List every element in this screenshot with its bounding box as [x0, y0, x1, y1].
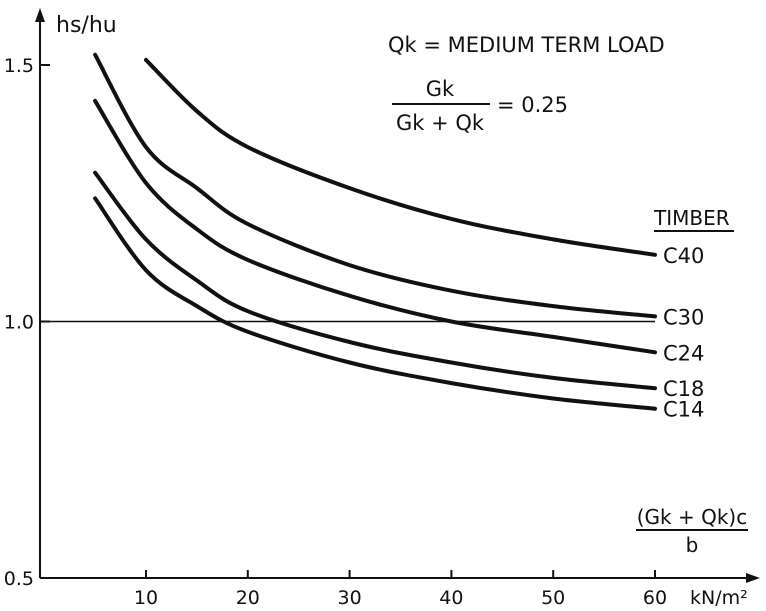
ratio-denominator: Gk + Qk — [396, 111, 485, 135]
x-tick-label: 60 — [643, 587, 667, 609]
x-ticks: 10 20 30 40 50 60 — [134, 570, 667, 609]
y-ticks: 0.5 1.0 1.5 — [4, 55, 50, 590]
series-curves — [93, 52, 657, 411]
x-axis-unit: kN/m² — [690, 587, 748, 609]
x-tick-label: 40 — [439, 587, 463, 609]
series-line-c30 — [93, 52, 657, 319]
y-axis-arrow — [35, 8, 45, 22]
load-annotation: Qk = MEDIUM TERM LOAD — [388, 33, 665, 57]
series-label-c14: C14 — [663, 398, 704, 422]
ratio-numerator: Gk — [426, 77, 455, 101]
series-line-c18 — [93, 170, 657, 391]
x-tick-label: 30 — [338, 587, 362, 609]
y-tick-label: 1.5 — [4, 55, 34, 77]
series-label-c30: C30 — [663, 305, 704, 329]
y-tick-label: 0.5 — [4, 568, 34, 590]
x-axis-label-denominator: b — [686, 533, 699, 557]
series-label-c18: C18 — [663, 377, 704, 401]
y-tick-label: 1.0 — [4, 312, 34, 334]
y-axis-label: hs/hu — [56, 13, 117, 38]
legend-title: TIMBER — [653, 206, 730, 230]
series-line-c40 — [144, 57, 657, 257]
x-tick-label: 20 — [236, 587, 260, 609]
series-label-c40: C40 — [663, 244, 704, 268]
x-tick-label: 10 — [134, 587, 158, 609]
x-axis-arrow — [746, 573, 760, 583]
ratio-value: = 0.25 — [497, 93, 568, 117]
x-axis-label-numerator: (Gk + Qk)c — [637, 505, 747, 529]
series-label-c24: C24 — [663, 341, 704, 365]
x-tick-label: 50 — [541, 587, 565, 609]
series-line-c14 — [93, 196, 657, 411]
series-line-c24 — [93, 98, 657, 355]
